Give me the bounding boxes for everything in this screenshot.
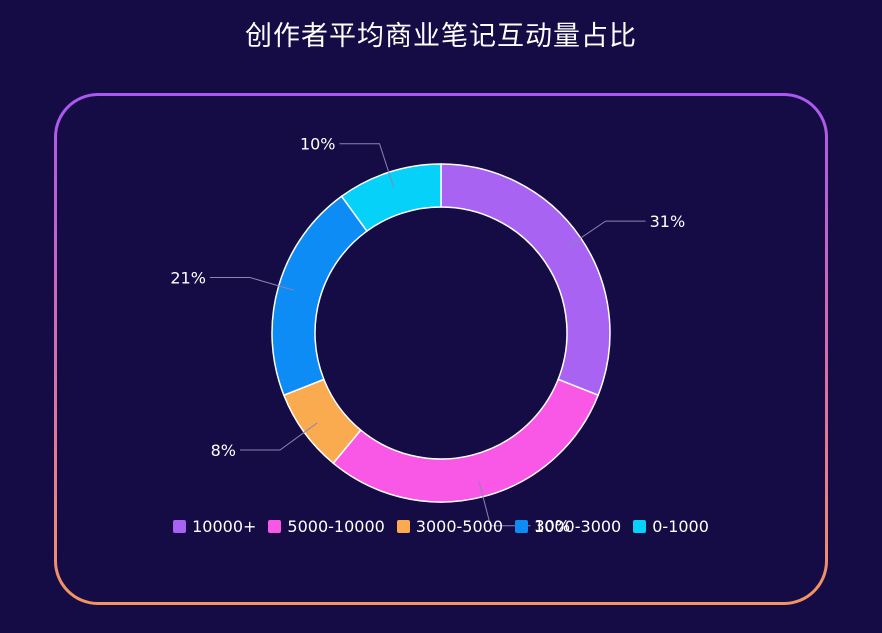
data-label-10000+: 31% bbox=[650, 212, 686, 231]
slice-10000+[interactable] bbox=[440, 163, 611, 397]
data-label-0-1000: 10% bbox=[300, 135, 336, 154]
chart-legend: 10000+ 5000-10000 3000-5000 1000-3000 0-1000 bbox=[0, 517, 882, 536]
legend-swatch bbox=[515, 520, 529, 533]
data-label-3000-5000: 8% bbox=[211, 441, 236, 460]
slice-0-1000[interactable] bbox=[340, 163, 442, 233]
legend-swatch bbox=[396, 520, 410, 533]
legend-swatch bbox=[268, 520, 282, 533]
leader-line-0-1000 bbox=[339, 143, 395, 188]
leader-line-1000-3000 bbox=[209, 276, 295, 291]
leader-line-10000+ bbox=[567, 220, 646, 248]
data-label-5000-10000: 30% bbox=[534, 517, 570, 536]
legend-swatch bbox=[633, 520, 647, 533]
legend-label: 10000+ bbox=[192, 517, 257, 536]
data-label-1000-3000: 21% bbox=[170, 268, 206, 287]
legend-label: 1000-3000 bbox=[534, 517, 622, 536]
chart-title: 创作者平均商业笔记互动量占比 bbox=[245, 21, 637, 52]
legend-swatch bbox=[173, 520, 187, 533]
slice-5000-10000[interactable] bbox=[332, 378, 600, 503]
legend-label: 3000-5000 bbox=[415, 517, 504, 536]
legend-item-3000-5000[interactable]: 3000-5000 bbox=[396, 517, 504, 536]
legend-item-1000-3000[interactable]: 1000-3000 bbox=[515, 517, 621, 536]
legend-item-10000+[interactable]: 10000+ bbox=[173, 517, 256, 536]
leader-line-3000-5000 bbox=[240, 422, 318, 451]
legend-label: 5000-10000 bbox=[287, 517, 385, 536]
legend-item-5000-10000[interactable]: 5000-10000 bbox=[268, 517, 385, 536]
slice-1000-3000[interactable] bbox=[271, 195, 368, 397]
legend-item-0-1000[interactable]: 0-1000 bbox=[633, 517, 709, 536]
legend-label: 0-1000 bbox=[652, 517, 709, 536]
